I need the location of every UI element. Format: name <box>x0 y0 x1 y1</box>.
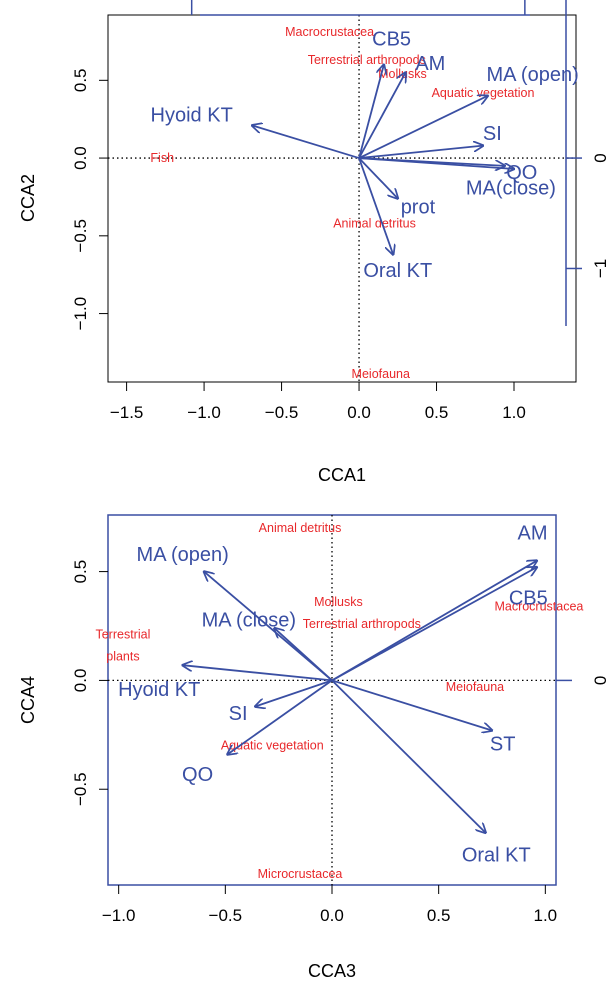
secondary-axis-frame <box>190 0 567 326</box>
y-axis-label: CCA4 <box>18 676 38 724</box>
site-label: Macrocrustacea <box>494 599 583 613</box>
vector-arrow <box>227 679 333 754</box>
vector-arrow <box>183 665 333 682</box>
site-label: Macrocrustacea <box>285 25 374 39</box>
right-axis-ticks: 0 −1 <box>566 153 610 278</box>
site-label: Meiofauna <box>352 367 410 381</box>
vector-arrow <box>358 157 393 254</box>
vector-label: Hyoid KT <box>151 105 233 127</box>
reference-lines <box>108 515 556 885</box>
x-tick-label-1: −1.0 <box>187 403 221 422</box>
x-tick-label-0: −1.0 <box>102 906 136 925</box>
vector-label: MA (open) <box>486 64 578 86</box>
site-label: Microcrustacea <box>258 867 343 881</box>
reference-lines <box>108 15 576 382</box>
x-tick-label-1: −0.5 <box>209 906 243 925</box>
site-label: Terrestrial arthropods <box>303 617 421 631</box>
panel-cca3-cca4: −1.0 −0.5 0.0 0.5 1.0 −0.5 0.0 0.5 0 Animal de… <box>18 514 610 981</box>
right-tick-label-1: −1 <box>591 259 610 278</box>
vector-arrow <box>255 679 333 706</box>
vector-arrow <box>331 679 492 730</box>
vector-arrow <box>252 125 360 159</box>
right-tick-label-0: 0 <box>591 676 610 685</box>
vector-label: CB5 <box>372 28 411 50</box>
site-label: plants <box>106 649 139 663</box>
y-tick-label-2: 0.5 <box>71 560 90 584</box>
site-labels: Animal detritus Mollusks Macrocrustacea Ter… <box>95 521 583 881</box>
vector-arrow <box>358 157 398 198</box>
vector-label: MA(close) <box>466 178 556 200</box>
site-label: Meiofauna <box>446 680 504 694</box>
vector-label: AM <box>518 522 548 544</box>
site-label: Terrestrial <box>95 628 150 642</box>
x-axis-label: CCA1 <box>318 465 366 485</box>
vector-arrow <box>331 679 486 832</box>
y-axis-ticks: −1.0 −0.5 0.0 0.5 <box>71 68 108 330</box>
right-axis-ticks: 0 <box>556 676 610 685</box>
x-tick-label-3: 0.0 <box>347 403 371 422</box>
vector-arrow <box>358 96 488 159</box>
y-tick-label-0: −0.5 <box>71 772 90 806</box>
y-tick-label-0: −1.0 <box>71 297 90 331</box>
vector-arrow <box>274 628 333 682</box>
site-label: Mollusks <box>314 595 363 609</box>
vector-label: Hyoid KT <box>118 679 200 701</box>
y-axis-ticks: −0.5 0.0 0.5 <box>71 560 108 806</box>
x-tick-label-4: 1.0 <box>534 906 558 925</box>
vector-label: AM <box>415 53 445 75</box>
panel-cca1-cca2: −1.5 −1.0 −0.5 0.0 0.5 1.0 −1.0 −0.5 0.0 0.5 0 −1… <box>18 0 610 485</box>
vector-arrow <box>358 73 405 159</box>
vector-label: SI <box>229 703 248 725</box>
vector-label: Oral KT <box>462 845 531 867</box>
vector-arrow <box>331 567 537 682</box>
x-tick-label-0: −1.5 <box>110 403 144 422</box>
x-tick-label-5: 1.0 <box>502 403 526 422</box>
x-tick-label-4: 0.5 <box>425 403 449 422</box>
vector-arrow <box>358 157 514 169</box>
vector-label: Oral KT <box>363 260 432 282</box>
x-axis-label: CCA3 <box>308 961 356 981</box>
site-label: Animal detritus <box>333 216 416 230</box>
vector-arrow <box>331 561 537 682</box>
site-label: Aquatic vegetation <box>221 739 324 753</box>
x-axis-ticks: −1.0 −0.5 0.0 0.5 1.0 <box>102 885 557 925</box>
y-axis-label: CCA2 <box>18 174 38 222</box>
x-tick-label-3: 0.5 <box>427 906 451 925</box>
x-tick-label-2: 0.0 <box>320 906 344 925</box>
biplot-vectors: AM CB5 ST Oral KT MA (open) MA (close) Hyoid K… <box>118 522 548 866</box>
x-axis-ticks: −1.5 −1.0 −0.5 0.0 0.5 1.0 <box>110 382 526 422</box>
site-label: Fish <box>150 151 174 165</box>
vector-label: CB5 <box>509 588 548 610</box>
vector-label: SI <box>483 123 502 145</box>
site-label: Terrestrial arthropods <box>308 53 426 67</box>
y-tick-label-2: 0.0 <box>71 146 90 170</box>
vector-arrow <box>358 146 483 159</box>
x-tick-label-2: −0.5 <box>265 403 299 422</box>
y-tick-label-1: 0.0 <box>71 669 90 693</box>
site-label: Animal detritus <box>259 521 342 535</box>
y-tick-label-3: 0.5 <box>71 68 90 92</box>
vector-label: QO <box>182 764 213 786</box>
right-tick-label-0: 0 <box>591 153 610 162</box>
vector-label: ST <box>490 734 516 756</box>
y-tick-label-1: −0.5 <box>71 219 90 253</box>
vector-arrow <box>358 65 384 159</box>
vector-label: MA (open) <box>137 544 229 566</box>
vector-label: prot <box>401 196 436 218</box>
site-label: Aquatic vegetation <box>432 86 535 100</box>
vector-label: MA (close) <box>202 609 296 631</box>
